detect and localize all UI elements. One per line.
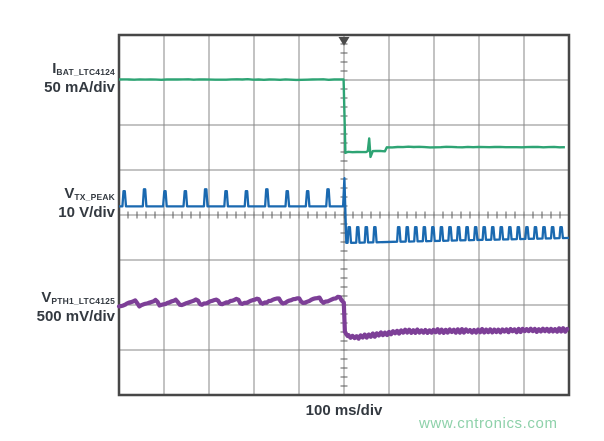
channel-label-vpth1: VPTH1_LTC4125 500 mV/div <box>37 290 115 325</box>
channel-scale: 50 mA/div <box>44 79 115 96</box>
channel-label-ibat: IBAT_LTC4124 50 mA/div <box>44 61 115 96</box>
time-per-div-label: 100 ms/div <box>305 402 383 419</box>
channel-scale: 10 V/div <box>58 204 115 221</box>
channel-symbol: VPTH1_LTC4125 <box>41 289 115 307</box>
watermark-text: www.cntronics.com <box>419 415 558 432</box>
channel-scale: 500 mV/div <box>36 308 115 325</box>
channel-label-vtx-peak: VTX_PEAK 10 V/div <box>58 186 115 221</box>
channel-symbol: VTX_PEAK <box>64 185 115 203</box>
channel-symbol: IBAT_LTC4124 <box>52 60 115 78</box>
